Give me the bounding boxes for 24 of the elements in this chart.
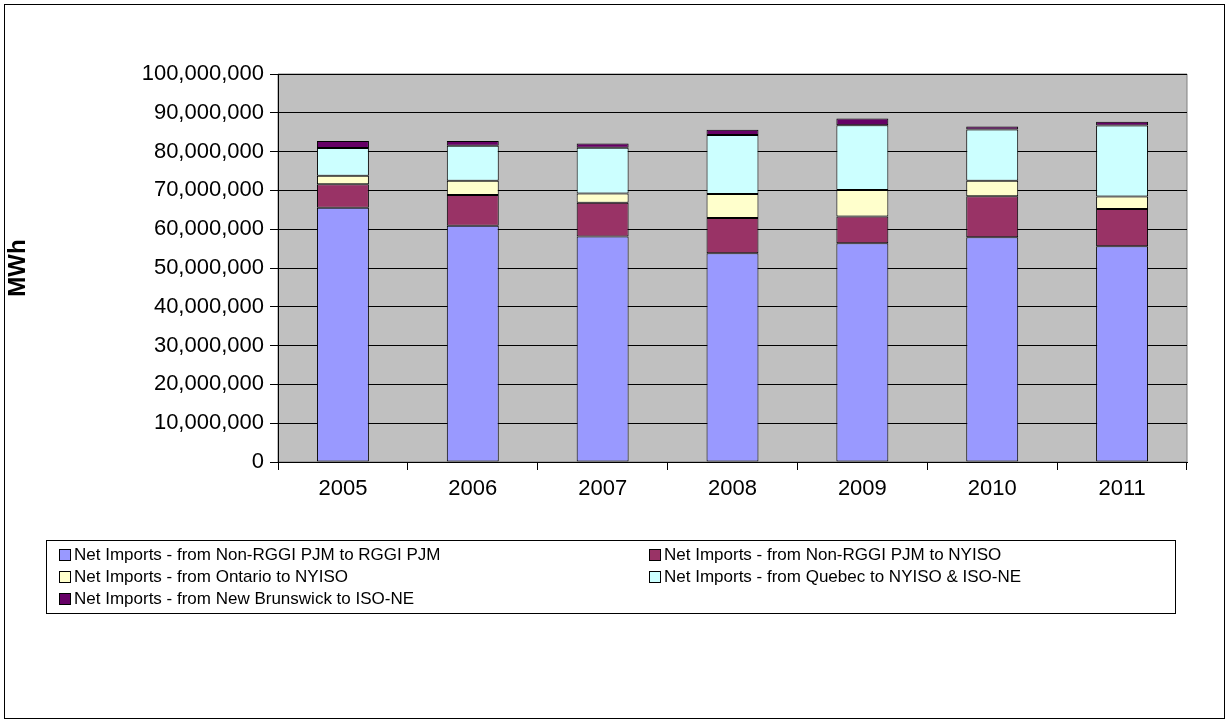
legend-label: Net Imports - from Ontario to NYISO: [74, 567, 348, 587]
y-tick-label: 50,000,000: [153, 254, 264, 280]
y-tick-label: 40,000,000: [153, 292, 264, 318]
legend-label: Net Imports - from Quebec to NYISO & ISO-NE: [664, 567, 1022, 587]
x-tick-label: 2011: [1098, 475, 1146, 501]
y-tick-label: 0: [251, 448, 264, 474]
y-tick-label: 30,000,000: [153, 331, 264, 357]
x-tick-label: 2005: [318, 475, 368, 501]
x-tick-label: 2007: [578, 475, 628, 501]
y-tick-label: 90,000,000: [153, 98, 264, 124]
legend-label: Net Imports - from Non-RGGI PJM to NYISO: [664, 545, 1002, 565]
x-tick-label: 2009: [837, 475, 887, 501]
y-tick-label: 80,000,000: [153, 137, 264, 163]
y-tick-label: 70,000,000: [153, 176, 264, 202]
y-axis-title: MWh: [3, 239, 31, 297]
y-tick-label: 100,000,000: [141, 60, 264, 86]
x-tick-label: 2010: [967, 475, 1017, 501]
x-tick-label: 2008: [708, 475, 757, 501]
legend-label: Net Imports - from Non-RGGI PJM to RGGI PJM: [74, 545, 441, 565]
y-tick-label: 60,000,000: [153, 215, 264, 241]
y-tick-label: 20,000,000: [153, 370, 264, 396]
legend-label: Net Imports - from New Brunswick to ISO-NE: [74, 589, 415, 609]
y-tick-label: 10,000,000: [153, 409, 264, 435]
x-tick-label: 2006: [448, 475, 498, 501]
